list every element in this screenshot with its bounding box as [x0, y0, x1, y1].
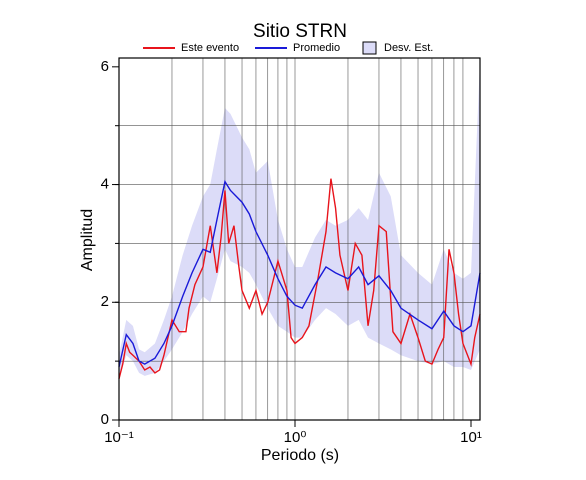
y-tick-label: 0 — [101, 411, 109, 428]
chart-title: Sitio STRN — [253, 21, 347, 42]
y-tick-label: 6 — [101, 58, 109, 75]
x-tick-label: 10⁰ — [284, 429, 307, 446]
y-tick-label: 4 — [101, 176, 109, 193]
data-line — [118, 179, 481, 368]
legend-label: Este evento — [181, 42, 239, 54]
legend-label: Desv. Est. — [384, 42, 433, 54]
plot-frame — [118, 57, 481, 421]
y-axis-label: Amplitud — [79, 209, 96, 271]
data-line — [118, 178, 481, 379]
y-tick-label: 2 — [101, 293, 109, 310]
x-axis-label: Periodo (s) — [261, 447, 339, 464]
std-band — [119, 60, 480, 379]
x-tick-label: 10¹ — [460, 429, 482, 446]
legend-swatch — [362, 41, 377, 55]
legend-label: Promedio — [293, 42, 340, 54]
x-tick-label: 10⁻¹ — [104, 429, 134, 446]
